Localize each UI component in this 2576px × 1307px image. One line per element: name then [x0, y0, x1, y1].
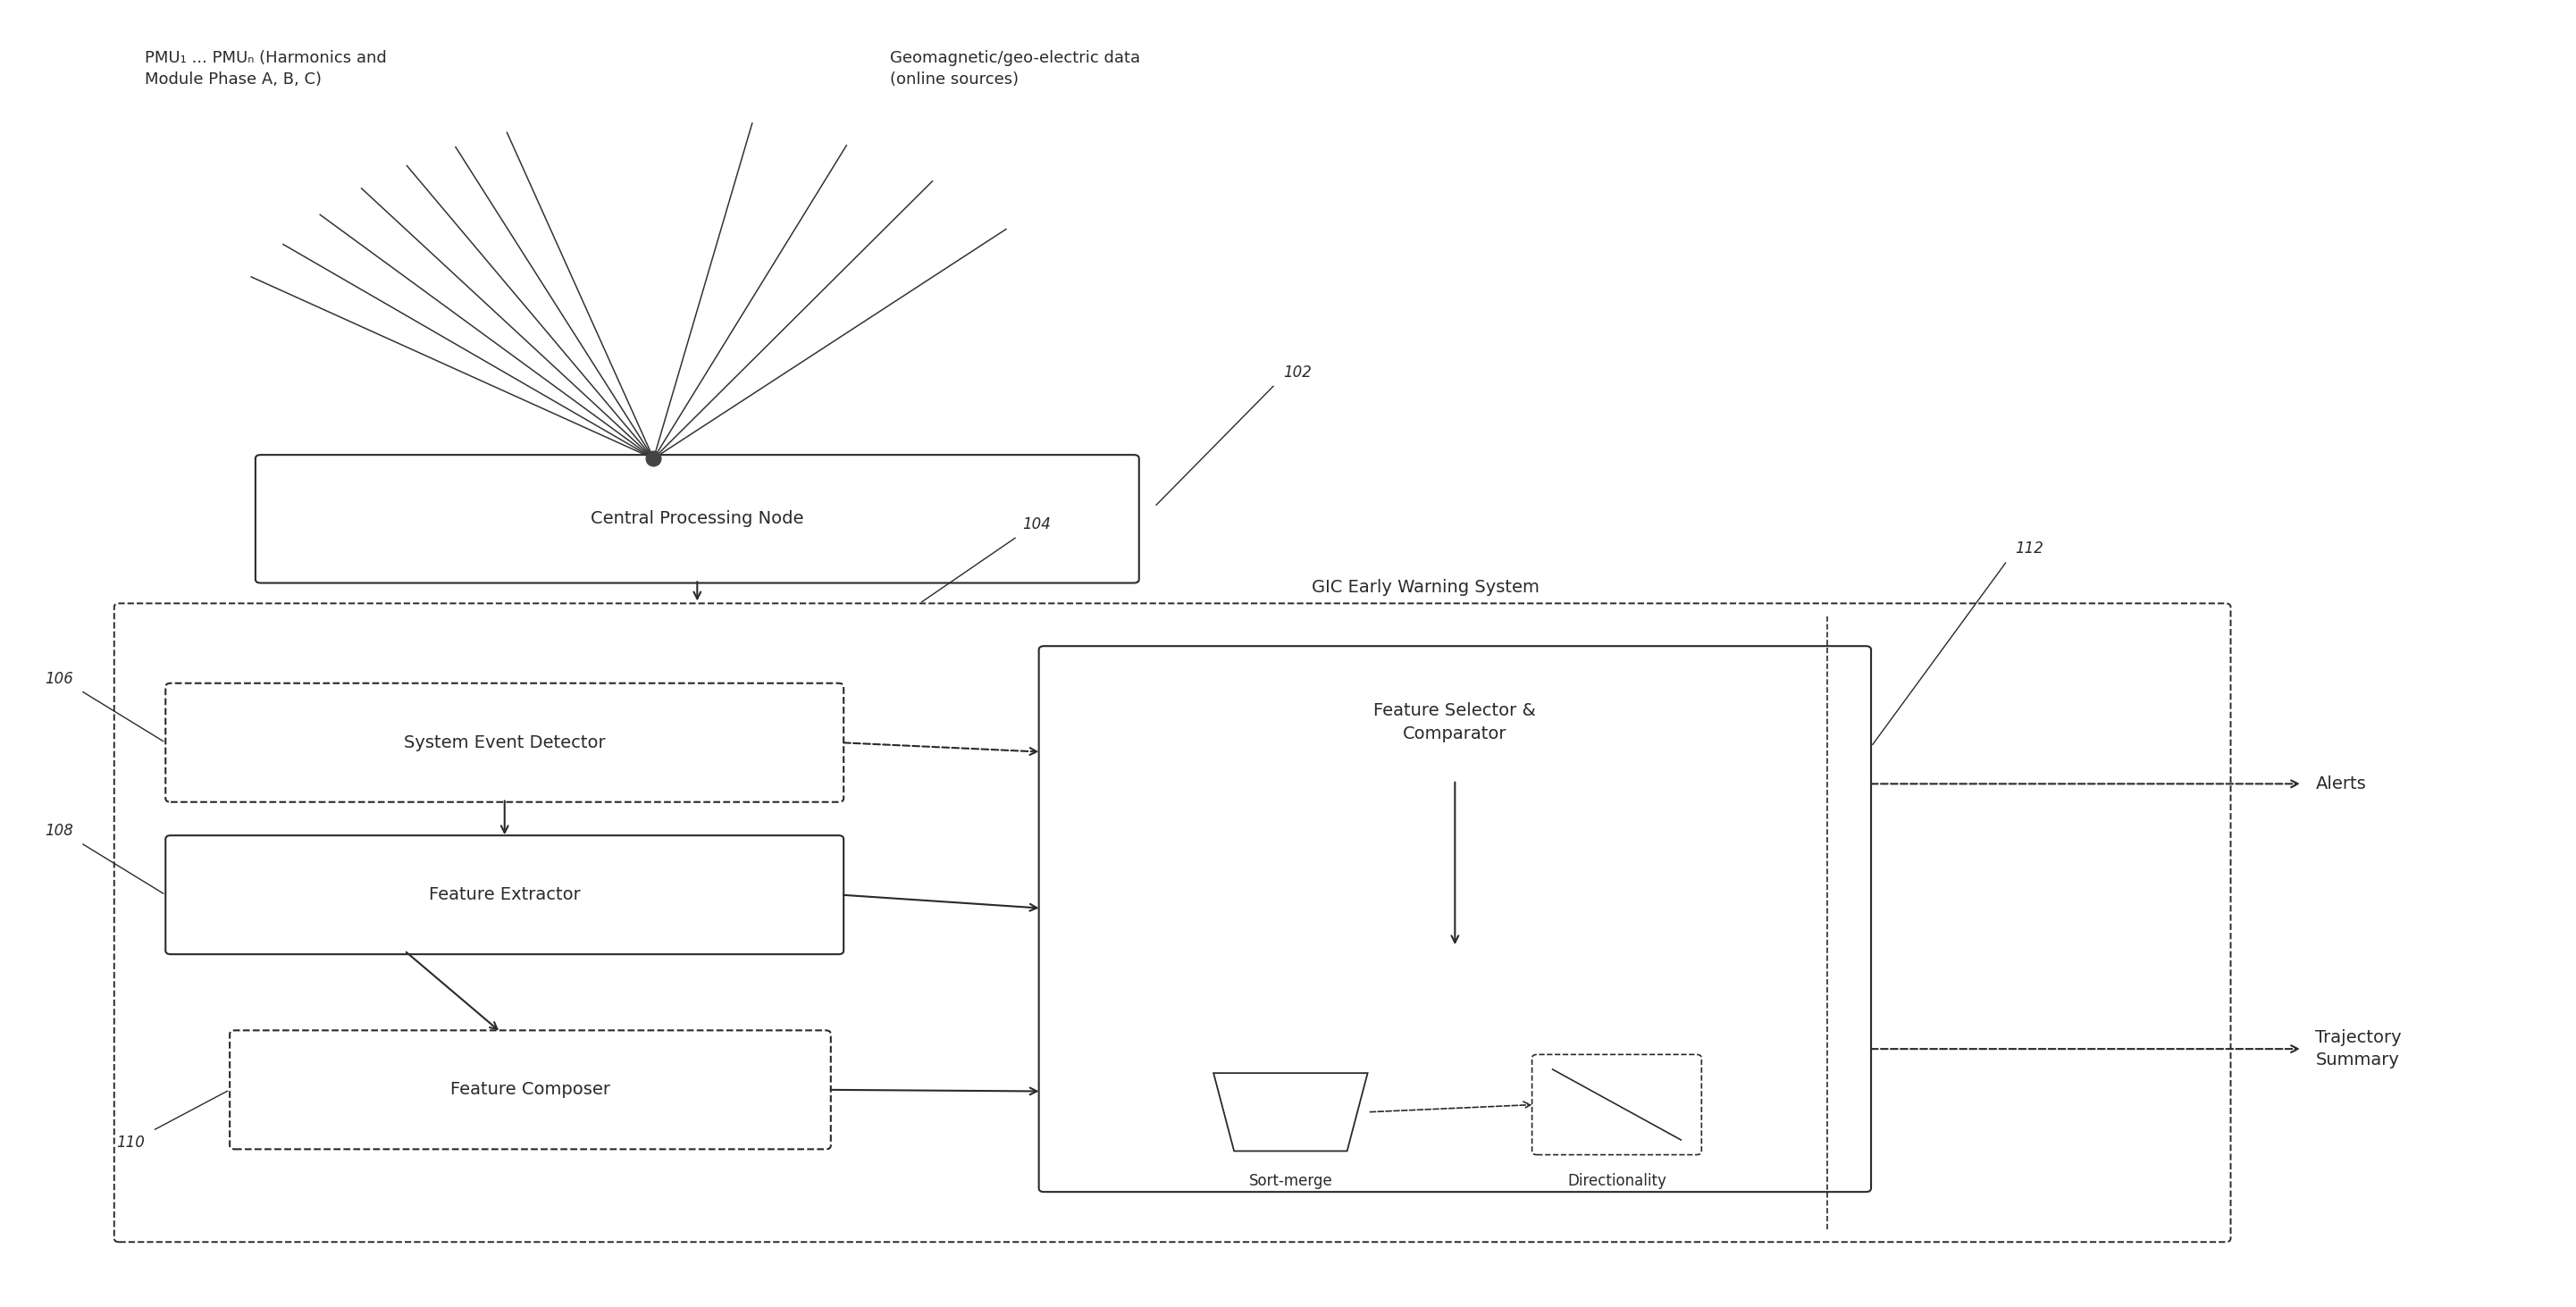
Text: 112: 112 [2014, 541, 2043, 557]
Text: 106: 106 [44, 670, 72, 687]
Text: 108: 108 [44, 823, 72, 839]
Text: 110: 110 [116, 1134, 144, 1150]
Text: Directionality: Directionality [1566, 1174, 1667, 1189]
FancyBboxPatch shape [229, 1030, 832, 1149]
Text: Trajectory
Summary: Trajectory Summary [2316, 1030, 2401, 1069]
Text: 102: 102 [1283, 365, 1311, 380]
Text: PMU₁ ... PMUₙ (Harmonics and
Module Phase A, B, C): PMU₁ ... PMUₙ (Harmonics and Module Phas… [144, 50, 386, 88]
FancyBboxPatch shape [255, 455, 1139, 583]
Text: Geomagnetic/geo-electric data
(online sources): Geomagnetic/geo-electric data (online so… [889, 50, 1141, 88]
Text: Sort-merge: Sort-merge [1249, 1174, 1332, 1189]
Text: Feature Selector &
Comparator: Feature Selector & Comparator [1373, 702, 1535, 742]
FancyBboxPatch shape [165, 684, 845, 802]
FancyBboxPatch shape [1533, 1055, 1703, 1155]
Polygon shape [1213, 1073, 1368, 1151]
FancyBboxPatch shape [1038, 646, 1870, 1192]
Text: Feature Extractor: Feature Extractor [428, 886, 580, 903]
Text: System Event Detector: System Event Detector [404, 735, 605, 752]
FancyBboxPatch shape [165, 835, 845, 954]
FancyBboxPatch shape [113, 604, 2231, 1242]
Text: 104: 104 [1023, 516, 1051, 533]
Text: Alerts: Alerts [2316, 775, 2367, 792]
Text: Feature Composer: Feature Composer [451, 1081, 611, 1098]
Text: GIC Early Warning System: GIC Early Warning System [1311, 579, 1538, 596]
Text: Central Processing Node: Central Processing Node [590, 511, 804, 528]
